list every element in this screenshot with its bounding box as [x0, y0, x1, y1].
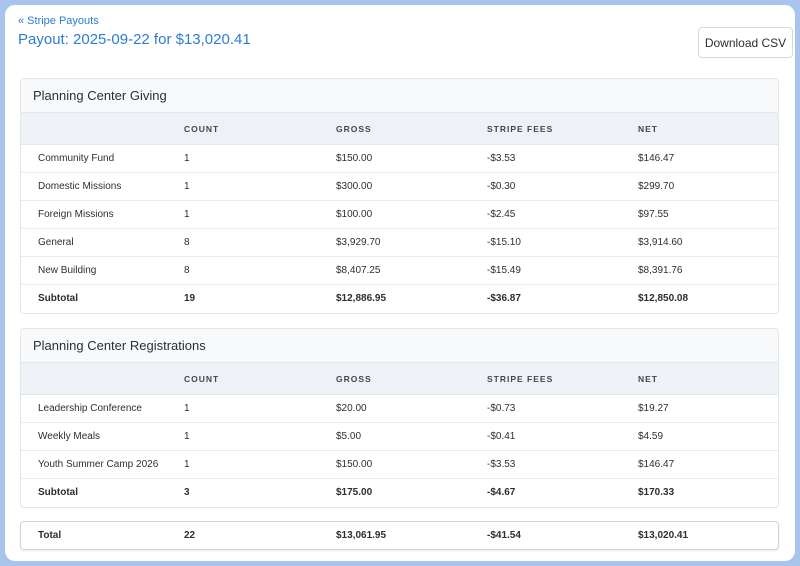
table-row: General 8 $3,929.70 -$15.10 $3,914.60: [21, 229, 778, 257]
row-name: Foreign Missions: [38, 209, 114, 220]
row-fees: -$0.73: [487, 403, 516, 414]
table-row: New Building 8 $8,407.25 -$15.49 $8,391.…: [21, 257, 778, 285]
row-net: $146.47: [638, 459, 675, 470]
row-gross: $150.00: [336, 153, 373, 164]
row-net: $4.59: [638, 431, 664, 442]
subtotal-label: Subtotal: [38, 487, 78, 498]
subtotal-gross: $12,886.95: [336, 293, 387, 304]
section-title: Planning Center Registrations: [21, 329, 778, 363]
row-fees: -$0.41: [487, 431, 516, 442]
row-name: Domestic Missions: [38, 181, 122, 192]
total-gross: $13,061.95: [336, 530, 387, 541]
total-label: Total: [38, 530, 62, 541]
section-title: Planning Center Giving: [21, 79, 778, 113]
table-header-row: COUNT GROSS STRIPE FEES NET: [21, 113, 778, 145]
column-header-count: COUNT: [184, 374, 220, 384]
row-net: $299.70: [638, 181, 675, 192]
section-panel-giving: Planning Center Giving COUNT GROSS STRIP…: [20, 78, 779, 314]
row-fees: -$2.45: [487, 209, 516, 220]
row-gross: $100.00: [336, 209, 373, 220]
row-name: Community Fund: [38, 153, 115, 164]
column-header-stripe-fees: STRIPE FEES: [487, 374, 554, 384]
subtotal-count: 3: [184, 487, 190, 498]
row-count: 1: [184, 403, 190, 414]
subtotal-fees: -$4.67: [487, 487, 516, 498]
total-fees: -$41.54: [487, 530, 521, 541]
row-net: $146.47: [638, 153, 675, 164]
subtotal-label: Subtotal: [38, 293, 78, 304]
row-count: 1: [184, 459, 190, 470]
row-count: 8: [184, 265, 190, 276]
row-net: $8,391.76: [638, 265, 683, 276]
row-fees: -$0.30: [487, 181, 516, 192]
row-fees: -$3.53: [487, 153, 516, 164]
subtotal-gross: $175.00: [336, 487, 373, 498]
subtotal-row: Subtotal 3 $175.00 -$4.67 $170.33: [21, 479, 778, 507]
column-header-gross: GROSS: [336, 124, 372, 134]
table-header-row: COUNT GROSS STRIPE FEES NET: [21, 363, 778, 395]
total-count: 22: [184, 530, 196, 541]
row-count: 8: [184, 237, 190, 248]
row-count: 1: [184, 431, 190, 442]
row-gross: $8,407.25: [336, 265, 381, 276]
row-gross: $20.00: [336, 403, 367, 414]
row-net: $3,914.60: [638, 237, 683, 248]
total-net: $13,020.41: [638, 530, 689, 541]
row-name: General: [38, 237, 74, 248]
subtotal-fees: -$36.87: [487, 293, 521, 304]
row-gross: $300.00: [336, 181, 373, 192]
row-gross: $150.00: [336, 459, 373, 470]
download-csv-button[interactable]: Download CSV: [698, 27, 793, 58]
row-name: New Building: [38, 265, 97, 276]
table-row: Youth Summer Camp 2026 1 $150.00 -$3.53 …: [21, 451, 778, 479]
column-header-count: COUNT: [184, 124, 220, 134]
subtotal-count: 19: [184, 293, 196, 304]
row-name: Leadership Conference: [38, 403, 142, 414]
table-row: Leadership Conference 1 $20.00 -$0.73 $1…: [21, 395, 778, 423]
column-header-net: NET: [638, 374, 658, 384]
row-name: Weekly Meals: [38, 431, 101, 442]
total-row: Total 22 $13,061.95 -$41.54 $13,020.41: [20, 521, 779, 550]
row-net: $19.27: [638, 403, 669, 414]
row-count: 1: [184, 209, 190, 220]
section-panel-registrations: Planning Center Registrations COUNT GROS…: [20, 328, 779, 508]
column-header-gross: GROSS: [336, 374, 372, 384]
table-row: Foreign Missions 1 $100.00 -$2.45 $97.55: [21, 201, 778, 229]
row-gross: $5.00: [336, 431, 362, 442]
row-count: 1: [184, 153, 190, 164]
row-fees: -$3.53: [487, 459, 516, 470]
row-gross: $3,929.70: [336, 237, 381, 248]
row-net: $97.55: [638, 209, 669, 220]
subtotal-net: $170.33: [638, 487, 675, 498]
subtotal-net: $12,850.08: [638, 293, 689, 304]
column-header-stripe-fees: STRIPE FEES: [487, 124, 554, 134]
subtotal-row: Subtotal 19 $12,886.95 -$36.87 $12,850.0…: [21, 285, 778, 313]
back-link-stripe-payouts[interactable]: « Stripe Payouts: [18, 15, 99, 27]
row-fees: -$15.49: [487, 265, 521, 276]
column-header-net: NET: [638, 124, 658, 134]
table-row: Weekly Meals 1 $5.00 -$0.41 $4.59: [21, 423, 778, 451]
row-name: Youth Summer Camp 2026: [38, 459, 159, 470]
row-fees: -$15.10: [487, 237, 521, 248]
table-row: Domestic Missions 1 $300.00 -$0.30 $299.…: [21, 173, 778, 201]
app-window: « Stripe Payouts Payout: 2025-09-22 for …: [5, 5, 795, 561]
page-title: Payout: 2025-09-22 for $13,020.41: [18, 31, 251, 48]
table-row: Community Fund 1 $150.00 -$3.53 $146.47: [21, 145, 778, 173]
row-count: 1: [184, 181, 190, 192]
